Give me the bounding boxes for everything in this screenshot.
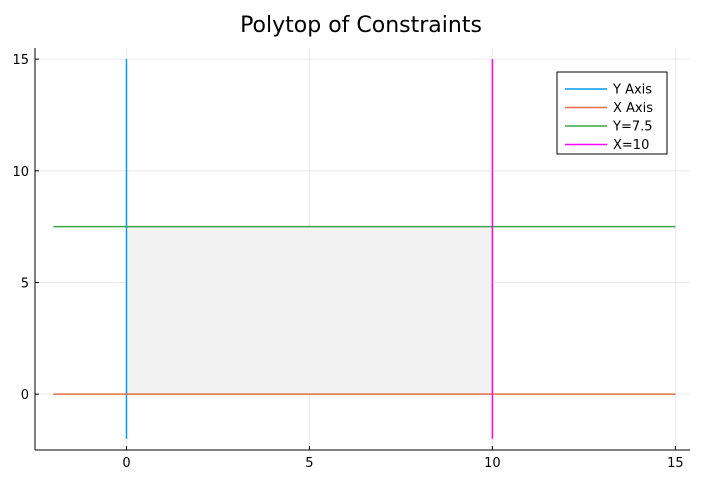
legend-label: Y Axis [612, 83, 652, 98]
x-tick-label: 10 [484, 456, 501, 471]
legend-label: X=10 [613, 138, 649, 153]
legend-box [556, 71, 668, 155]
y-tick-label: 15 [12, 53, 29, 68]
x-tick-label: 5 [305, 456, 313, 471]
feasible-region [125, 226, 493, 395]
y-tick-label: 5 [21, 277, 29, 292]
y-tick-label: 10 [12, 165, 29, 180]
legend-label: Y=7.5 [612, 120, 653, 135]
x-tick-label: 15 [667, 456, 684, 471]
y-tick-label: 0 [21, 388, 29, 403]
series-layer [53, 59, 676, 439]
legend-label: X Axis [613, 101, 653, 116]
feasible-region-layer [125, 226, 493, 395]
axes: 0 5 10 15 0 5 10 15 [12, 48, 690, 471]
chart-title: Polytop of Constraints [240, 13, 482, 38]
legend: Y Axis X Axis Y=7.5 X=10 [556, 71, 668, 155]
x-tick-label: 0 [122, 456, 130, 471]
